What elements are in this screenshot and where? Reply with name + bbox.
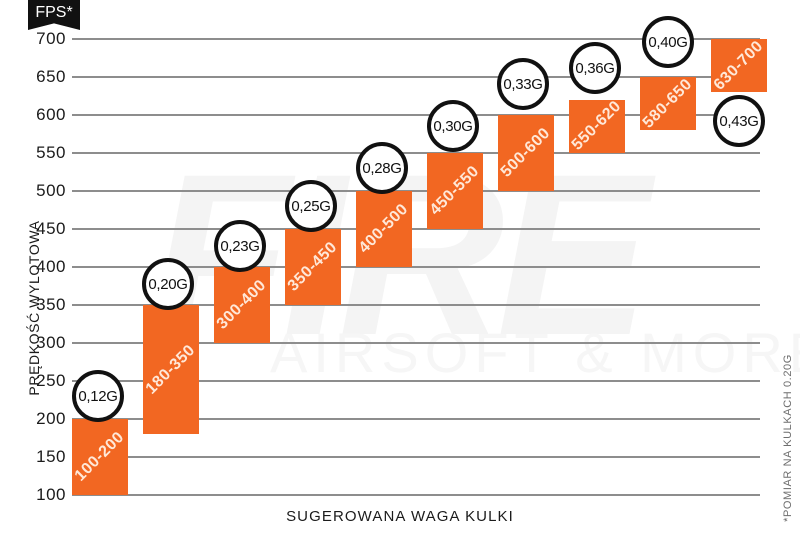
y-axis-tick: 250: [16, 371, 66, 390]
bb-weight-label: 0,25G: [291, 197, 331, 215]
y-axis-title: PRĘDKOŚĆ WYLOTOWA: [26, 220, 42, 396]
y-axis-tick: 650: [16, 67, 66, 86]
y-axis-tick: 700: [16, 29, 66, 48]
bar-range-label: 300-400: [213, 276, 270, 333]
bb-weight-label: 0,30G: [433, 117, 473, 135]
gridline: [72, 304, 760, 306]
bb-weight-callout[interactable]: 0,25G: [285, 180, 337, 232]
bar[interactable]: 500-600: [498, 115, 554, 191]
gridline: [72, 228, 760, 230]
y-axis-tick: 200: [16, 409, 66, 428]
bb-weight-callout[interactable]: 0,36G: [569, 42, 621, 94]
bar-range-label: 580-650: [639, 75, 696, 132]
gridline: [72, 380, 760, 382]
bb-weight-label: 0,20G: [148, 275, 188, 293]
bb-weight-label: 0,12G: [78, 387, 118, 405]
gridline: [72, 152, 760, 154]
bar[interactable]: 300-400: [214, 267, 270, 343]
y-axis-tick-label: 350: [36, 295, 66, 314]
bb-weight-callout[interactable]: 0,33G: [497, 58, 549, 110]
bar[interactable]: 630-700: [710, 37, 767, 94]
bb-weight-callout[interactable]: 0,23G: [214, 220, 266, 272]
y-axis-tick: 550: [16, 143, 66, 162]
y-axis-tick: 150: [16, 447, 66, 466]
fps-badge-label: FPS*: [35, 4, 73, 21]
bb-weight-callout[interactable]: 0,12G: [72, 370, 124, 422]
bb-weight-label: 0,28G: [362, 159, 402, 177]
y-axis-tick: 350: [16, 295, 66, 314]
bb-weight-label: 0,40G: [648, 33, 688, 51]
bar-range-label: 550-620: [568, 98, 625, 155]
bb-weight-label: 0,23G: [220, 237, 260, 255]
bb-weight-callout[interactable]: 0,28G: [356, 142, 408, 194]
gridline: [72, 494, 760, 496]
y-axis-tick-label: 450: [36, 219, 66, 238]
y-axis-tick: 300: [16, 333, 66, 352]
bb-weight-label: 0,33G: [503, 75, 543, 93]
bar[interactable]: 350-450: [285, 229, 341, 305]
y-axis-tick: 500: [16, 181, 66, 200]
gridline: [72, 418, 760, 420]
bar-range-label: 630-700: [710, 37, 767, 94]
y-axis-tick-label: 600: [36, 105, 66, 124]
bb-weight-label: 0,36G: [575, 59, 615, 77]
x-axis-title: SUGEROWANA WAGA KULKI: [286, 508, 514, 525]
y-axis-tick-label: 150: [36, 447, 66, 466]
y-axis-tick-label: 250: [36, 371, 66, 390]
gridline: [72, 190, 760, 192]
bar-range-label: 350-450: [284, 238, 341, 295]
gridline: [72, 266, 760, 268]
y-axis-tick-label: 650: [36, 67, 66, 86]
bb-weight-callout[interactable]: 0,40G: [642, 16, 694, 68]
gridline: [72, 456, 760, 458]
y-axis-tick-label: 300: [36, 333, 66, 352]
bar[interactable]: 550-620: [568, 98, 625, 155]
y-axis-tick-label: 700: [36, 29, 66, 48]
bb-weight-label: 0,43G: [719, 112, 759, 130]
y-axis-tick: 400: [16, 257, 66, 276]
bb-weight-callout[interactable]: 0,30G: [427, 100, 479, 152]
bar-range-label: 500-600: [497, 124, 554, 181]
gridline: [72, 114, 760, 116]
bar[interactable]: 180-350: [142, 305, 199, 435]
y-axis-tick-label: 100: [36, 485, 66, 504]
gridline: [72, 38, 760, 40]
y-axis-tick-label: 550: [36, 143, 66, 162]
y-axis-tick: 600: [16, 105, 66, 124]
y-axis-tick: 100: [16, 485, 66, 504]
bar-range-label: 100-200: [71, 428, 128, 485]
bar-range-label: 400-500: [355, 200, 412, 257]
bb-weight-callout[interactable]: 0,20G: [142, 258, 194, 310]
bar[interactable]: 580-650: [639, 75, 696, 132]
y-axis-tick-label: 500: [36, 181, 66, 200]
gridline: [72, 76, 760, 78]
y-axis-tick-label: 400: [36, 257, 66, 276]
bar[interactable]: 100-200: [72, 419, 128, 495]
bar[interactable]: 400-500: [356, 191, 412, 267]
gridline: [72, 342, 760, 344]
bar-range-label: 180-350: [142, 341, 199, 398]
measurement-footnote: *POMIAR NA KULKACH 0.20G: [782, 354, 794, 522]
bar-range-label: 450-550: [426, 162, 483, 219]
bar[interactable]: 450-550: [427, 153, 483, 229]
y-axis-tick: 450: [16, 219, 66, 238]
bb-weight-callout[interactable]: 0,43G: [713, 95, 765, 147]
y-axis-tick-label: 200: [36, 409, 66, 428]
